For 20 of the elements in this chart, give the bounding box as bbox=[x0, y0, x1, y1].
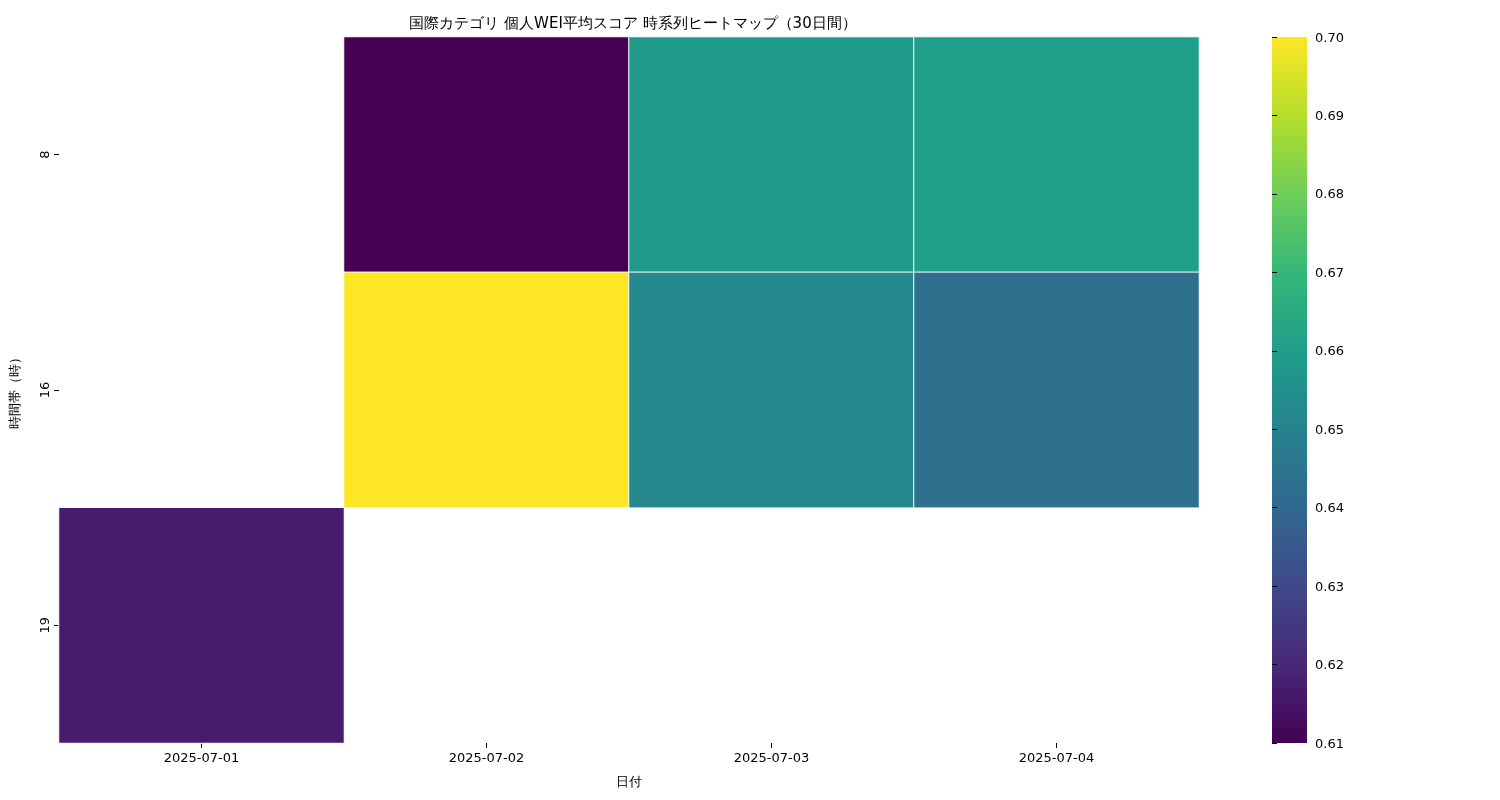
color-bar-label: 0.67 bbox=[1315, 264, 1344, 280]
color-bar-label: 0.64 bbox=[1315, 500, 1344, 516]
x-tick-label: 2025-07-02 bbox=[448, 750, 525, 765]
x-tick-label: 2025-07-04 bbox=[1018, 750, 1095, 765]
color-bar-label: 0.63 bbox=[1315, 578, 1344, 594]
color-bar-label: 0.69 bbox=[1315, 107, 1344, 123]
x-tick-label: 2025-07-01 bbox=[163, 750, 240, 765]
x-axis-title: 日付 bbox=[616, 774, 642, 789]
color-bar-label: 0.66 bbox=[1315, 343, 1344, 359]
y-tick-label: 19 bbox=[37, 617, 52, 634]
chart-title: 国際カテゴリ 個人WEI平均スコア 時系列ヒートマップ（30日間） bbox=[409, 13, 857, 32]
color-bar-label: 0.62 bbox=[1315, 657, 1344, 673]
color-bar-label: 0.61 bbox=[1315, 735, 1344, 751]
y-tick-label: 8 bbox=[37, 150, 52, 159]
x-tick-label: 2025-07-03 bbox=[733, 750, 810, 765]
y-tick-label: 16 bbox=[37, 381, 52, 399]
color-bar-label: 0.65 bbox=[1315, 421, 1344, 437]
color-bar-label: 0.70 bbox=[1315, 29, 1344, 45]
color-bar-label: 0.68 bbox=[1315, 186, 1344, 202]
y-axis-title: 時間帯（時） bbox=[7, 351, 22, 429]
